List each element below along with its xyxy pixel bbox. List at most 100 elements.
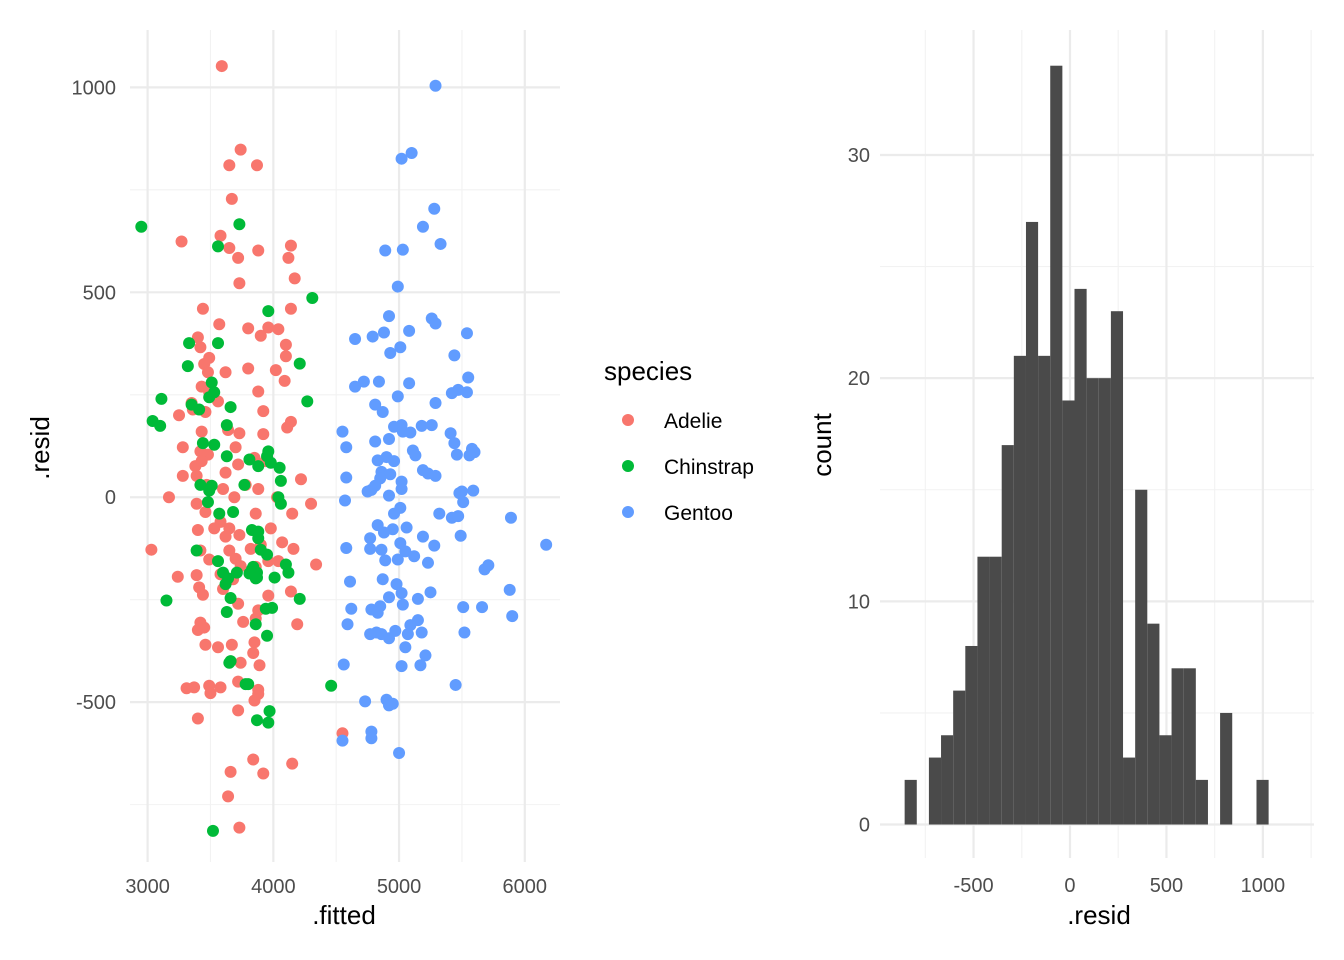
data-point-gentoo — [454, 529, 467, 542]
data-point-gentoo — [383, 433, 396, 446]
data-point-adelie — [305, 497, 318, 510]
data-point-gentoo — [391, 280, 404, 293]
data-point-adelie — [176, 469, 189, 482]
data-point-gentoo — [429, 317, 442, 330]
data-point-adelie — [233, 821, 246, 834]
x-tick-label: 500 — [1150, 875, 1183, 897]
data-point-gentoo — [361, 485, 374, 498]
data-point-gentoo — [396, 598, 409, 611]
data-point-gentoo — [337, 658, 350, 671]
data-point-chinstrap — [261, 548, 274, 561]
data-point-chinstrap — [233, 218, 246, 231]
data-point-gentoo — [462, 371, 475, 384]
data-point-adelie — [242, 362, 255, 375]
histogram-bar — [1123, 757, 1136, 825]
data-point-adelie — [233, 277, 246, 290]
data-point-chinstrap — [306, 292, 319, 305]
histogram-bar — [1062, 400, 1075, 825]
data-point-gentoo — [341, 618, 354, 631]
data-point-adelie — [196, 588, 209, 601]
data-point-adelie — [287, 542, 300, 555]
y-tick-label: 0 — [859, 815, 870, 837]
data-point-adelie — [247, 753, 260, 766]
histogram-x-axis-title: .resid — [1067, 900, 1131, 930]
data-point-adelie — [250, 159, 263, 172]
data-point-gentoo — [399, 545, 412, 558]
data-point-adelie — [248, 636, 261, 649]
data-point-chinstrap — [262, 305, 275, 318]
data-point-chinstrap — [203, 391, 216, 404]
data-point-adelie — [264, 522, 277, 535]
data-point-gentoo — [429, 396, 442, 409]
data-point-chinstrap — [249, 572, 262, 585]
data-point-adelie — [217, 483, 230, 496]
data-point-chinstrap — [213, 507, 226, 520]
data-point-adelie — [199, 638, 212, 651]
data-point-gentoo — [391, 390, 404, 403]
data-point-adelie — [188, 681, 201, 694]
y-tick-label: 20 — [848, 368, 870, 390]
data-point-chinstrap — [238, 478, 251, 491]
data-point-gentoo — [377, 326, 390, 339]
data-point-chinstrap — [219, 578, 232, 591]
data-point-adelie — [257, 405, 270, 418]
data-point-adelie — [225, 192, 238, 205]
data-point-gentoo — [458, 626, 471, 639]
data-point-gentoo — [434, 237, 447, 250]
data-point-chinstrap — [261, 629, 274, 642]
data-point-gentoo — [371, 454, 384, 467]
scatter-x-axis-title: .fitted — [312, 900, 376, 930]
data-point-gentoo — [504, 511, 517, 524]
data-point-adelie — [173, 409, 186, 422]
data-point-gentoo — [390, 578, 403, 591]
scatter-x-tick-labels: 3000 4000 5000 6000 — [125, 876, 547, 898]
data-point-gentoo — [349, 333, 362, 346]
data-point-gentoo — [411, 592, 424, 605]
data-point-gentoo — [359, 695, 372, 708]
data-point-chinstrap — [154, 419, 167, 432]
data-point-adelie — [310, 558, 323, 571]
data-point-adelie — [198, 621, 211, 634]
data-point-chinstrap — [263, 705, 276, 718]
legend-label-gentoo: Gentoo — [664, 502, 733, 525]
data-point-adelie — [288, 272, 301, 285]
data-point-gentoo — [455, 485, 468, 498]
data-point-chinstrap — [224, 401, 237, 414]
data-point-adelie — [244, 542, 257, 555]
data-point-adelie — [291, 618, 304, 631]
data-point-gentoo — [449, 678, 462, 691]
y-tick-label: -500 — [76, 692, 116, 714]
data-point-gentoo — [405, 146, 418, 159]
histogram-bar — [977, 556, 990, 825]
data-point-gentoo — [415, 626, 428, 639]
data-point-chinstrap — [293, 357, 306, 370]
histogram-bar — [1013, 355, 1026, 825]
x-tick-label: 3000 — [125, 876, 170, 898]
data-point-chinstrap — [220, 605, 233, 618]
histogram-bar — [1171, 668, 1184, 825]
data-point-adelie — [223, 159, 236, 172]
data-point-gentoo — [396, 243, 409, 256]
x-tick-label: 1000 — [1241, 875, 1286, 897]
data-point-chinstrap — [252, 460, 265, 473]
histogram-bar — [1025, 221, 1039, 825]
data-point-adelie — [253, 659, 266, 672]
data-point-gentoo — [357, 375, 370, 388]
data-point-gentoo — [445, 387, 458, 400]
data-point-gentoo — [448, 437, 461, 450]
data-point-gentoo — [404, 426, 417, 439]
data-point-gentoo — [421, 556, 434, 569]
data-point-gentoo — [395, 660, 408, 673]
histogram-bar — [953, 690, 966, 825]
legend-key-gentoo — [622, 506, 634, 518]
data-point-adelie — [284, 239, 297, 252]
data-point-gentoo — [463, 449, 476, 462]
data-point-adelie — [196, 302, 209, 315]
data-point-gentoo — [336, 734, 349, 747]
data-point-adelie — [190, 469, 203, 482]
histogram-x-tick-labels: -500 0 500 1000 — [954, 875, 1286, 897]
data-point-gentoo — [364, 542, 377, 555]
histogram-bar — [1001, 445, 1014, 825]
data-point-gentoo — [376, 405, 389, 418]
data-point-gentoo — [364, 628, 377, 641]
